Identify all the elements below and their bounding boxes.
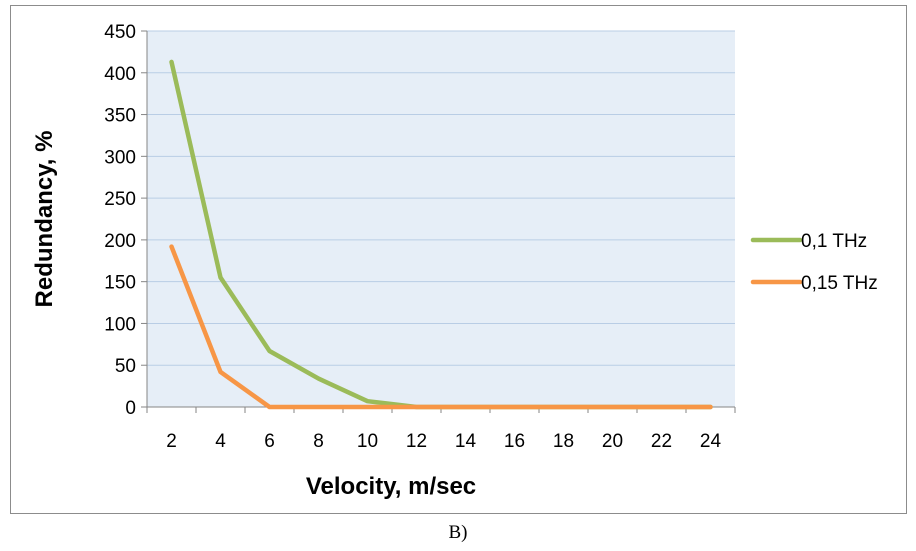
legend-label-0: 0,1 THz (801, 231, 867, 252)
legend: 0,1 THz 0,15 THz (750, 231, 878, 294)
y-tick-label: 350 (104, 106, 136, 127)
x-axis-ticks: 2 4 6 8 10 12 14 16 18 20 22 24 (166, 431, 721, 452)
series-lines (169, 59, 713, 410)
x-tick-label: 4 (215, 431, 226, 452)
x-tick-label: 24 (700, 431, 722, 452)
x-tick-label: 22 (651, 431, 672, 452)
x-tick-label: 14 (455, 431, 477, 452)
gridlines (147, 30, 735, 366)
x-tick-label: 10 (357, 431, 378, 452)
y-tick-label: 100 (104, 314, 136, 335)
legend-label-1: 0,15 THz (801, 273, 878, 294)
y-axis-title: Redundancy, % (31, 131, 58, 308)
x-tick-label: 20 (602, 431, 623, 452)
chart-frame: 0 50 100 150 200 250 300 350 400 450 2 4 6 8 10 12 14 16… (10, 5, 907, 514)
x-tick-label: 2 (166, 431, 177, 452)
x-tick-label: 8 (313, 431, 324, 452)
x-tick-label: 12 (406, 431, 427, 452)
y-tick-label: 50 (115, 356, 136, 377)
y-tick-label: 150 (104, 273, 136, 294)
x-tick-label: 6 (264, 431, 275, 452)
y-tick-label: 250 (104, 189, 136, 210)
x-axis-title: Velocity, m/sec (306, 473, 476, 500)
figure-caption: B) (448, 522, 468, 543)
y-tick-label: 0 (125, 398, 136, 419)
y-tick-label: 200 (104, 231, 136, 252)
series-line-1 (169, 244, 713, 410)
plot-area (147, 31, 735, 407)
y-tick-label: 300 (104, 147, 136, 168)
y-tick-label: 450 (104, 22, 136, 43)
x-tick-label: 16 (504, 431, 525, 452)
y-tick-label: 400 (104, 64, 136, 85)
y-axis-ticks: 0 50 100 150 200 250 300 350 400 450 (104, 22, 136, 419)
x-tick-label: 18 (553, 431, 574, 452)
